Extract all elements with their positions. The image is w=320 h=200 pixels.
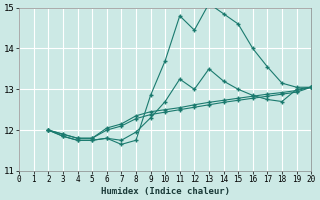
X-axis label: Humidex (Indice chaleur): Humidex (Indice chaleur) bbox=[101, 187, 230, 196]
